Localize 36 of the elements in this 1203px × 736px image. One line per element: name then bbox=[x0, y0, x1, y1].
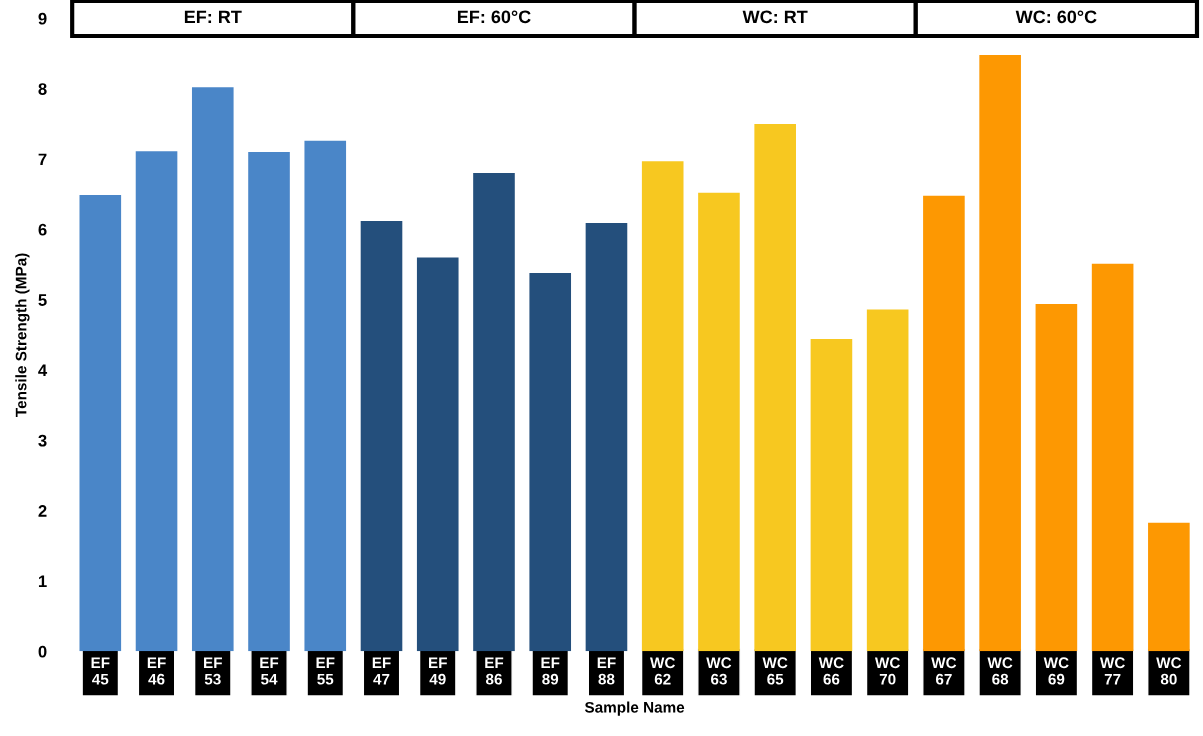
x-tick-label: WC 66 bbox=[818, 657, 844, 685]
x-tick-label: WC 69 bbox=[1043, 657, 1069, 685]
annotation: WC: 60°C bbox=[1015, 10, 1097, 24]
y-tick-label: 0 bbox=[38, 645, 47, 658]
x-tick-label: EF 54 bbox=[260, 657, 279, 685]
y-tick-label: 5 bbox=[38, 294, 47, 306]
y-tick-label: 1 bbox=[38, 575, 47, 588]
x-tick-label: WC 77 bbox=[1099, 657, 1125, 685]
x-tick-label: EF 47 bbox=[372, 657, 391, 685]
y-tick-label: 3 bbox=[38, 434, 47, 447]
x-tick-label: WC 68 bbox=[987, 657, 1013, 685]
x-tick-label: WC 65 bbox=[762, 657, 788, 685]
y-tick-label: 9 bbox=[38, 12, 47, 25]
annotation: EF: 60°C bbox=[457, 10, 531, 24]
x-tick-label: WC 80 bbox=[1156, 657, 1182, 685]
x-tick-label: EF 89 bbox=[541, 657, 560, 685]
x-axis-title: Sample Name bbox=[584, 701, 685, 716]
y-tick-label: 2 bbox=[38, 505, 47, 517]
x-tick-label: EF 53 bbox=[204, 657, 222, 685]
annotation: WC: RT bbox=[742, 10, 808, 24]
x-tick-label: EF 46 bbox=[147, 657, 166, 685]
y-tick-label: 8 bbox=[38, 83, 47, 95]
x-tick-label: EF 86 bbox=[485, 657, 504, 685]
x-tick-label: WC 70 bbox=[874, 657, 900, 685]
x-tick-label: WC 63 bbox=[706, 657, 732, 685]
x-tick-label: EF 45 bbox=[91, 657, 110, 685]
y-tick-label: 6 bbox=[38, 223, 47, 236]
x-tick-label: WC 67 bbox=[931, 657, 957, 685]
y-axis-title: Tensile Strength (MPa) bbox=[15, 253, 30, 417]
annotation: EF: RT bbox=[184, 10, 242, 24]
y-tick-label: 7 bbox=[38, 153, 47, 166]
x-tick-label: EF 55 bbox=[316, 657, 335, 685]
y-tick-label: 4 bbox=[38, 364, 48, 377]
x-tick-label: WC 62 bbox=[649, 657, 676, 685]
x-tick-label: EF 88 bbox=[597, 657, 616, 685]
x-tick-label: EF 49 bbox=[429, 657, 447, 685]
